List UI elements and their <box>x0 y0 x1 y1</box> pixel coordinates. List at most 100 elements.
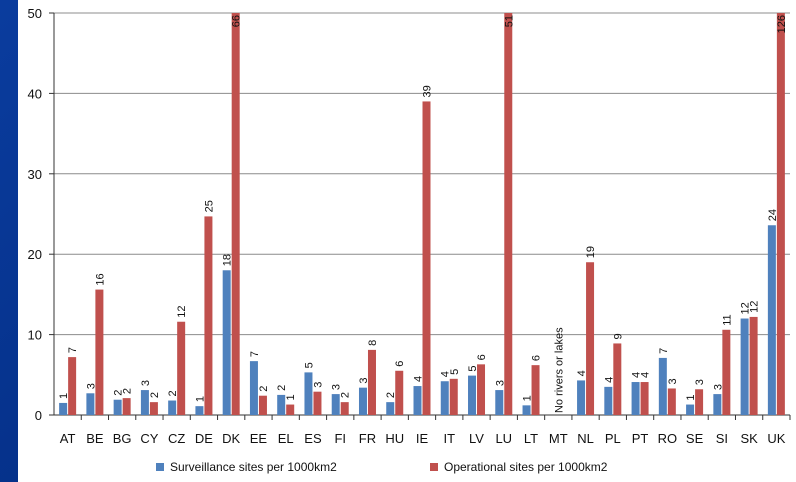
value-label-surveillance: 3 <box>140 380 152 386</box>
x-category-label: FR <box>359 431 376 446</box>
x-category-label: UK <box>767 431 785 446</box>
bar-operational <box>286 404 295 415</box>
value-label-surveillance: 1 <box>58 393 70 399</box>
bar-surveillance <box>304 372 313 415</box>
bar-surveillance <box>767 225 776 415</box>
x-category-label: BE <box>86 431 104 446</box>
x-category-label: ES <box>304 431 322 446</box>
bar-surveillance <box>604 386 613 415</box>
value-label-surveillance: 3 <box>712 384 724 390</box>
x-category-label: HU <box>385 431 404 446</box>
value-label-operational: 12 <box>176 305 188 317</box>
bar-operational <box>504 13 513 415</box>
bar-surveillance <box>140 390 149 415</box>
value-label-operational: 16 <box>94 273 106 285</box>
value-label-operational: 6 <box>476 354 488 360</box>
y-tick-label: 40 <box>28 86 42 101</box>
value-label-surveillance: 2 <box>276 385 288 391</box>
bar-operational <box>395 370 404 415</box>
x-category-label: EE <box>250 431 268 446</box>
y-tick-label: 10 <box>28 328 42 343</box>
value-label-operational: 4 <box>640 372 652 378</box>
value-label-surveillance: 4 <box>603 377 615 383</box>
value-label-surveillance: 4 <box>413 376 425 382</box>
y-tick-label: 20 <box>28 247 42 262</box>
bar-operational <box>640 382 649 415</box>
bar-surveillance <box>331 394 340 415</box>
bar-operational <box>422 101 431 415</box>
bar-surveillance <box>713 394 722 415</box>
value-label-operational: 6 <box>531 355 543 361</box>
bar-surveillance <box>631 382 640 415</box>
bar-operational <box>477 364 486 415</box>
bar-operational <box>749 316 758 415</box>
bar-operational <box>204 216 213 415</box>
bar-surveillance <box>658 357 667 415</box>
bar-operational <box>613 343 622 415</box>
legend-swatch-surveillance <box>156 463 164 471</box>
value-label-operational: 2 <box>258 386 270 392</box>
bar-surveillance <box>386 402 395 415</box>
value-label-operational: 126 <box>776 15 788 33</box>
value-label-operational: 12 <box>749 301 761 313</box>
value-label-surveillance: 5 <box>303 362 315 368</box>
x-category-label: SK <box>740 431 758 446</box>
y-tick-label: 30 <box>28 167 42 182</box>
value-label-surveillance: 7 <box>658 348 670 354</box>
y-tick-label: 50 <box>28 6 42 21</box>
x-category-label: LV <box>469 431 484 446</box>
value-label-surveillance: 3 <box>331 384 343 390</box>
bar-operational <box>177 321 186 415</box>
value-label-surveillance: 1 <box>685 394 697 400</box>
annotation-label: No rivers or lakes <box>553 327 565 413</box>
x-category-label: CY <box>140 431 158 446</box>
x-category-label: PT <box>632 431 649 446</box>
value-label-surveillance: 24 <box>767 209 779 221</box>
bar-surveillance <box>468 375 477 415</box>
bar-operational <box>531 365 540 415</box>
x-category-label: SI <box>716 431 728 446</box>
bar-surveillance <box>413 386 422 415</box>
bar-operational <box>313 391 322 415</box>
bar-operational <box>449 378 458 415</box>
x-category-label: RO <box>658 431 678 446</box>
bar-operational <box>667 388 676 415</box>
x-category-label: DE <box>195 431 213 446</box>
value-label-surveillance: 5 <box>467 365 479 371</box>
legend-swatch-operational <box>430 463 438 471</box>
bar-operational <box>776 13 785 415</box>
value-label-operational: 9 <box>612 333 624 339</box>
bar-surveillance <box>86 393 95 415</box>
x-category-label: NL <box>577 431 594 446</box>
x-category-label: BG <box>113 431 132 446</box>
y-tick-label: 0 <box>35 408 42 423</box>
value-label-surveillance: 2 <box>385 392 397 398</box>
x-category-label: SE <box>686 431 704 446</box>
x-category-label: DK <box>222 431 240 446</box>
bar-operational <box>231 13 240 415</box>
value-label-operational: 7 <box>67 347 79 353</box>
legend-label-surveillance: Surveillance sites per 1000km2 <box>170 460 337 474</box>
bar-surveillance <box>495 390 504 415</box>
value-label-surveillance: 4 <box>440 371 452 377</box>
gridlines <box>54 12 790 336</box>
value-label-surveillance: 4 <box>631 372 643 378</box>
bar-surveillance <box>249 361 258 415</box>
bar-surveillance <box>59 402 68 415</box>
value-label-surveillance: 3 <box>494 380 506 386</box>
bar-operational <box>586 262 595 415</box>
bar-surveillance <box>440 381 449 415</box>
x-category-label: PL <box>605 431 621 446</box>
value-label-surveillance: 3 <box>85 383 97 389</box>
bar-operational <box>122 398 131 415</box>
axes: 0 10 20 30 40 50 AT BE BG CY CZ DE DK EE EL ES FI FR HU IE I… <box>28 6 791 446</box>
value-label-surveillance: 3 <box>358 378 370 384</box>
x-category-label: EL <box>278 431 294 446</box>
x-category-label: CZ <box>168 431 185 446</box>
bar-surveillance <box>222 270 231 415</box>
bar-surveillance <box>522 405 531 415</box>
value-label-operational: 3 <box>312 382 324 388</box>
bar-surveillance <box>277 394 286 415</box>
value-label-operational: 1 <box>285 394 297 400</box>
